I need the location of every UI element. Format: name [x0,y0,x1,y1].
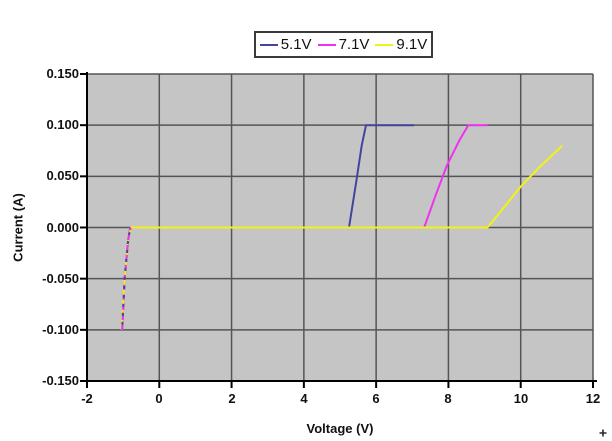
y-tick-label: -0.100 [42,322,79,337]
x-tick-label: 4 [300,391,308,406]
cursor-mark [599,424,607,437]
y-tick-label: -0.150 [42,373,79,388]
y-axis-title: Current (A) [10,193,26,262]
plus-cursor-icon [599,429,607,437]
legend-entry-9-1v: 9.1V [375,37,427,52]
legend-label: 7.1V [338,36,370,53]
x-tick-label: 2 [228,391,236,406]
y-tick-label: -0.050 [42,271,79,286]
y-tick-label: 0.150 [46,66,79,81]
legend-entry-5-1v: 5.1V [259,36,312,53]
legend-label: 9.1V [396,36,428,53]
y-tick-label: 0.050 [46,168,79,183]
legend-line-icon [317,43,336,46]
legend-line-icon [375,43,394,46]
x-tick-label: 6 [372,391,380,406]
x-tick-label: 10 [513,391,529,406]
y-tick-label: 0.000 [46,220,79,235]
x-tick-label: 0 [155,391,163,406]
x-axis-title: Voltage (V) [306,421,374,436]
chart-legend: 5.1V 7.1V 9.1V [254,31,433,58]
x-tick-label: -2 [81,391,93,406]
legend-entry-7-1v: 7.1V [317,36,370,53]
legend-line-icon [259,43,278,46]
x-tick-label: 8 [444,391,452,406]
x-tick-label: 12 [585,391,601,406]
y-tick-label: 0.100 [46,117,79,132]
legend-label: 5.1V [280,36,312,53]
reverse-overlay-blue [121,227,132,330]
